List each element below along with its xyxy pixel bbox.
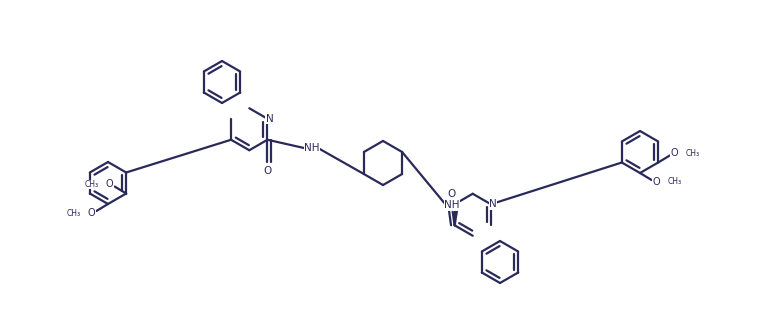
Text: O: O xyxy=(653,177,660,187)
Text: O: O xyxy=(447,189,456,199)
Text: CH₃: CH₃ xyxy=(686,149,700,158)
Text: N: N xyxy=(489,199,497,209)
Text: CH₃: CH₃ xyxy=(67,209,80,218)
Text: O: O xyxy=(87,208,95,218)
Text: O: O xyxy=(106,179,113,190)
Text: NH: NH xyxy=(304,143,319,153)
Text: N: N xyxy=(266,114,273,124)
Text: CH₃: CH₃ xyxy=(84,180,99,189)
Text: NH: NH xyxy=(444,200,460,210)
Text: O: O xyxy=(264,166,272,176)
Text: O: O xyxy=(671,149,679,158)
Text: CH₃: CH₃ xyxy=(667,177,682,186)
